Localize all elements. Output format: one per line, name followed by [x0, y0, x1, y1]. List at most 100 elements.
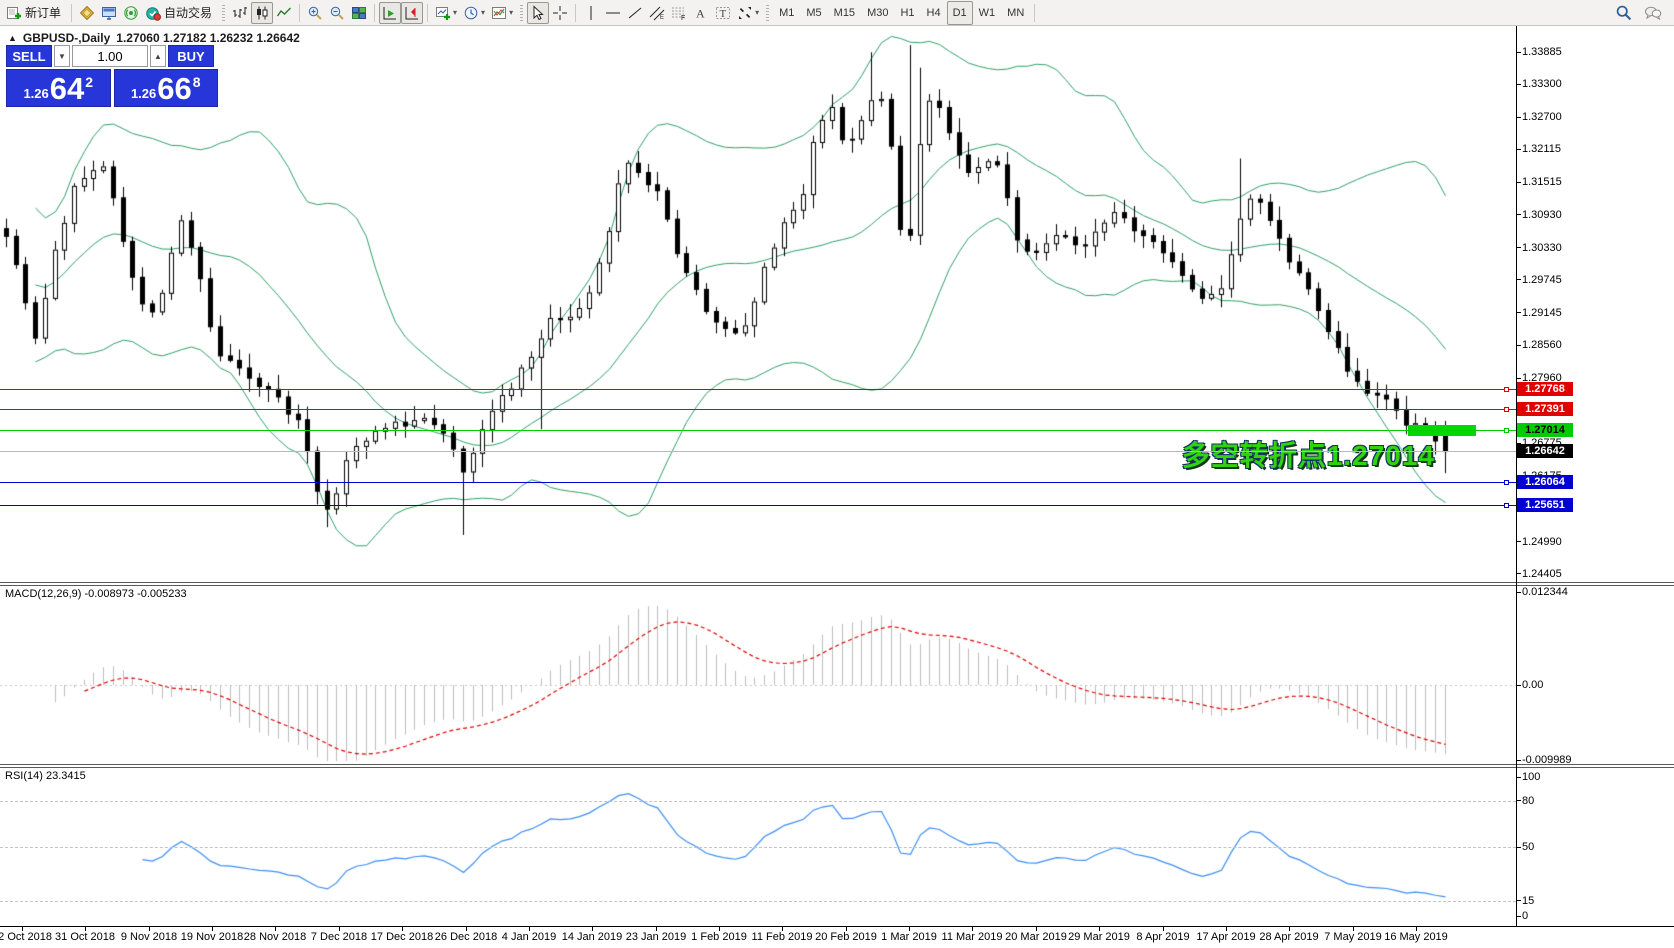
- market-watch-button[interactable]: [98, 2, 120, 24]
- collapse-triangle-icon[interactable]: ▲: [8, 33, 17, 43]
- time-tick-mark: [846, 927, 847, 931]
- sell-button[interactable]: SELL: [6, 45, 52, 67]
- fibonacci-icon: F: [672, 7, 685, 21]
- trendline-tool-button[interactable]: [624, 2, 646, 24]
- pivot-annotation-text[interactable]: 多空转折点1.27014: [1181, 440, 1435, 471]
- fibonacci-tool-button[interactable]: F: [668, 2, 690, 24]
- new-order-button[interactable]: 新订单: [3, 2, 67, 24]
- candlestick-chart-button[interactable]: [251, 1, 274, 24]
- indicators-button[interactable]: ▾: [488, 2, 516, 24]
- price-level-line-1.27768[interactable]: [0, 389, 1516, 390]
- timeframe-M5[interactable]: M5: [806, 6, 822, 19]
- price-tick-mark: [1516, 181, 1521, 183]
- time-tick-label: 16 May 2019: [1384, 931, 1448, 943]
- vertical-line-tool-button[interactable]: [580, 2, 602, 24]
- price-level-handle[interactable]: [1504, 407, 1509, 412]
- price-level-tag: 1.25651: [1517, 498, 1573, 512]
- macd-tick-label: 0.012344: [1522, 586, 1568, 598]
- zoom-in-icon: [308, 6, 322, 20]
- text-tool-button[interactable]: A: [690, 2, 712, 24]
- price-level-line-1.27014[interactable]: [0, 430, 1516, 431]
- price-level-handle[interactable]: [1504, 503, 1509, 508]
- rsi-plot-canvas[interactable]: [0, 767, 1516, 926]
- tile-windows-button[interactable]: [348, 2, 370, 24]
- autotrading-button[interactable]: 自动交易: [142, 2, 218, 24]
- time-tick-mark: [782, 927, 783, 931]
- equidistant-channel-icon: E: [649, 6, 665, 21]
- timeframe-H1[interactable]: H1: [900, 6, 915, 19]
- price-tick-label: 1.30930: [1522, 208, 1562, 221]
- rsi-tick-mark: [1516, 776, 1521, 778]
- rsi-label: RSI(14) 23.3415: [5, 770, 86, 782]
- buy-button[interactable]: BUY: [168, 45, 214, 67]
- chart-shift-button[interactable]: [401, 1, 424, 24]
- svg-text:F: F: [681, 15, 685, 21]
- time-tick-label: 4 Jan 2019: [501, 931, 557, 943]
- time-tick-label: 22 Oct 2018: [0, 931, 52, 943]
- price-tick-mark: [1516, 214, 1521, 216]
- price-level-handle[interactable]: [1504, 480, 1509, 485]
- price-tick-label: 1.24990: [1522, 535, 1562, 548]
- toolbar-separator: [1034, 3, 1036, 22]
- macd-plot-canvas[interactable]: [0, 585, 1516, 765]
- timeframe-M30[interactable]: M30: [867, 6, 889, 19]
- time-tick-label: 7 Dec 2018: [310, 931, 368, 943]
- zoom-out-button[interactable]: [326, 2, 348, 24]
- cursor-button[interactable]: [527, 1, 550, 24]
- timeframe-M1[interactable]: M1: [779, 6, 795, 19]
- price-level-line-1.27391[interactable]: [0, 409, 1516, 410]
- periods-button[interactable]: ▾: [460, 2, 488, 24]
- time-tick-mark: [1226, 927, 1227, 931]
- price-level-line-1.26064[interactable]: [0, 482, 1516, 483]
- search-button[interactable]: [1612, 2, 1635, 24]
- current-price-tag: 1.26642: [1517, 444, 1573, 458]
- price-tick-label: 1.32115: [1522, 143, 1561, 156]
- timeframe-W1[interactable]: W1: [978, 6, 996, 19]
- time-tick-label: 28 Apr 2019: [1259, 931, 1319, 943]
- timeframe-MN[interactable]: MN: [1007, 6, 1025, 19]
- chat-bubble-icon: [1645, 6, 1662, 20]
- toolbar-separator: [299, 3, 301, 22]
- time-tick-label: 1 Feb 2019: [691, 931, 747, 943]
- volume-input[interactable]: [72, 45, 148, 67]
- channel-tool-button[interactable]: E: [646, 2, 668, 24]
- bar-chart-button[interactable]: [229, 2, 251, 24]
- line-chart-button[interactable]: [273, 2, 295, 24]
- timeframe-H4[interactable]: H4: [926, 6, 941, 19]
- volume-decrease-button[interactable]: ▼: [54, 45, 70, 67]
- buy-price-box[interactable]: 1.26 66 8: [113, 69, 218, 107]
- time-tick-label: 19 Nov 2018: [180, 931, 244, 943]
- toolbar-separator: [427, 3, 429, 22]
- volume-increase-button[interactable]: ▲: [150, 45, 166, 67]
- dropdown-arrow-icon: ▾: [755, 8, 760, 17]
- price-tick-mark: [1516, 344, 1521, 346]
- text-label-tool-button[interactable]: T: [712, 2, 734, 24]
- text-icon: A: [696, 6, 705, 20]
- horizontal-line-icon: [606, 12, 621, 13]
- price-level-handle[interactable]: [1504, 428, 1509, 433]
- price-level-line-1.25651[interactable]: [0, 505, 1516, 506]
- time-tick-mark: [529, 927, 530, 931]
- price-tick-mark: [1516, 442, 1521, 444]
- horizontal-line-tool-button[interactable]: [602, 2, 624, 24]
- timeframe-M15[interactable]: M15: [833, 6, 856, 19]
- time-tick-mark: [85, 927, 86, 931]
- chart-wizard-button[interactable]: [76, 2, 98, 24]
- auto-scroll-button[interactable]: [379, 1, 402, 24]
- chat-button[interactable]: [1641, 2, 1665, 24]
- signals-button[interactable]: [120, 2, 142, 24]
- timeframe-D1[interactable]: D1: [946, 0, 973, 25]
- crosshair-button[interactable]: [549, 2, 571, 24]
- price-level-handle[interactable]: [1504, 387, 1509, 392]
- sell-price-box[interactable]: 1.26 64 2: [6, 69, 111, 107]
- macd-label: MACD(12,26,9) -0.008973 -0.005233: [5, 588, 187, 600]
- candlestick-chart-icon: [257, 6, 268, 19]
- price-plot-canvas[interactable]: [0, 26, 1516, 583]
- rsi-tick-label: 100: [1522, 771, 1541, 783]
- zoom-in-button[interactable]: [304, 2, 326, 24]
- time-tick-mark: [719, 927, 720, 931]
- svg-text:T: T: [720, 8, 727, 20]
- time-tick-mark: [339, 927, 340, 931]
- arrows-tool-button[interactable]: ▾: [734, 2, 762, 24]
- new-chart-button[interactable]: ▾: [432, 2, 460, 24]
